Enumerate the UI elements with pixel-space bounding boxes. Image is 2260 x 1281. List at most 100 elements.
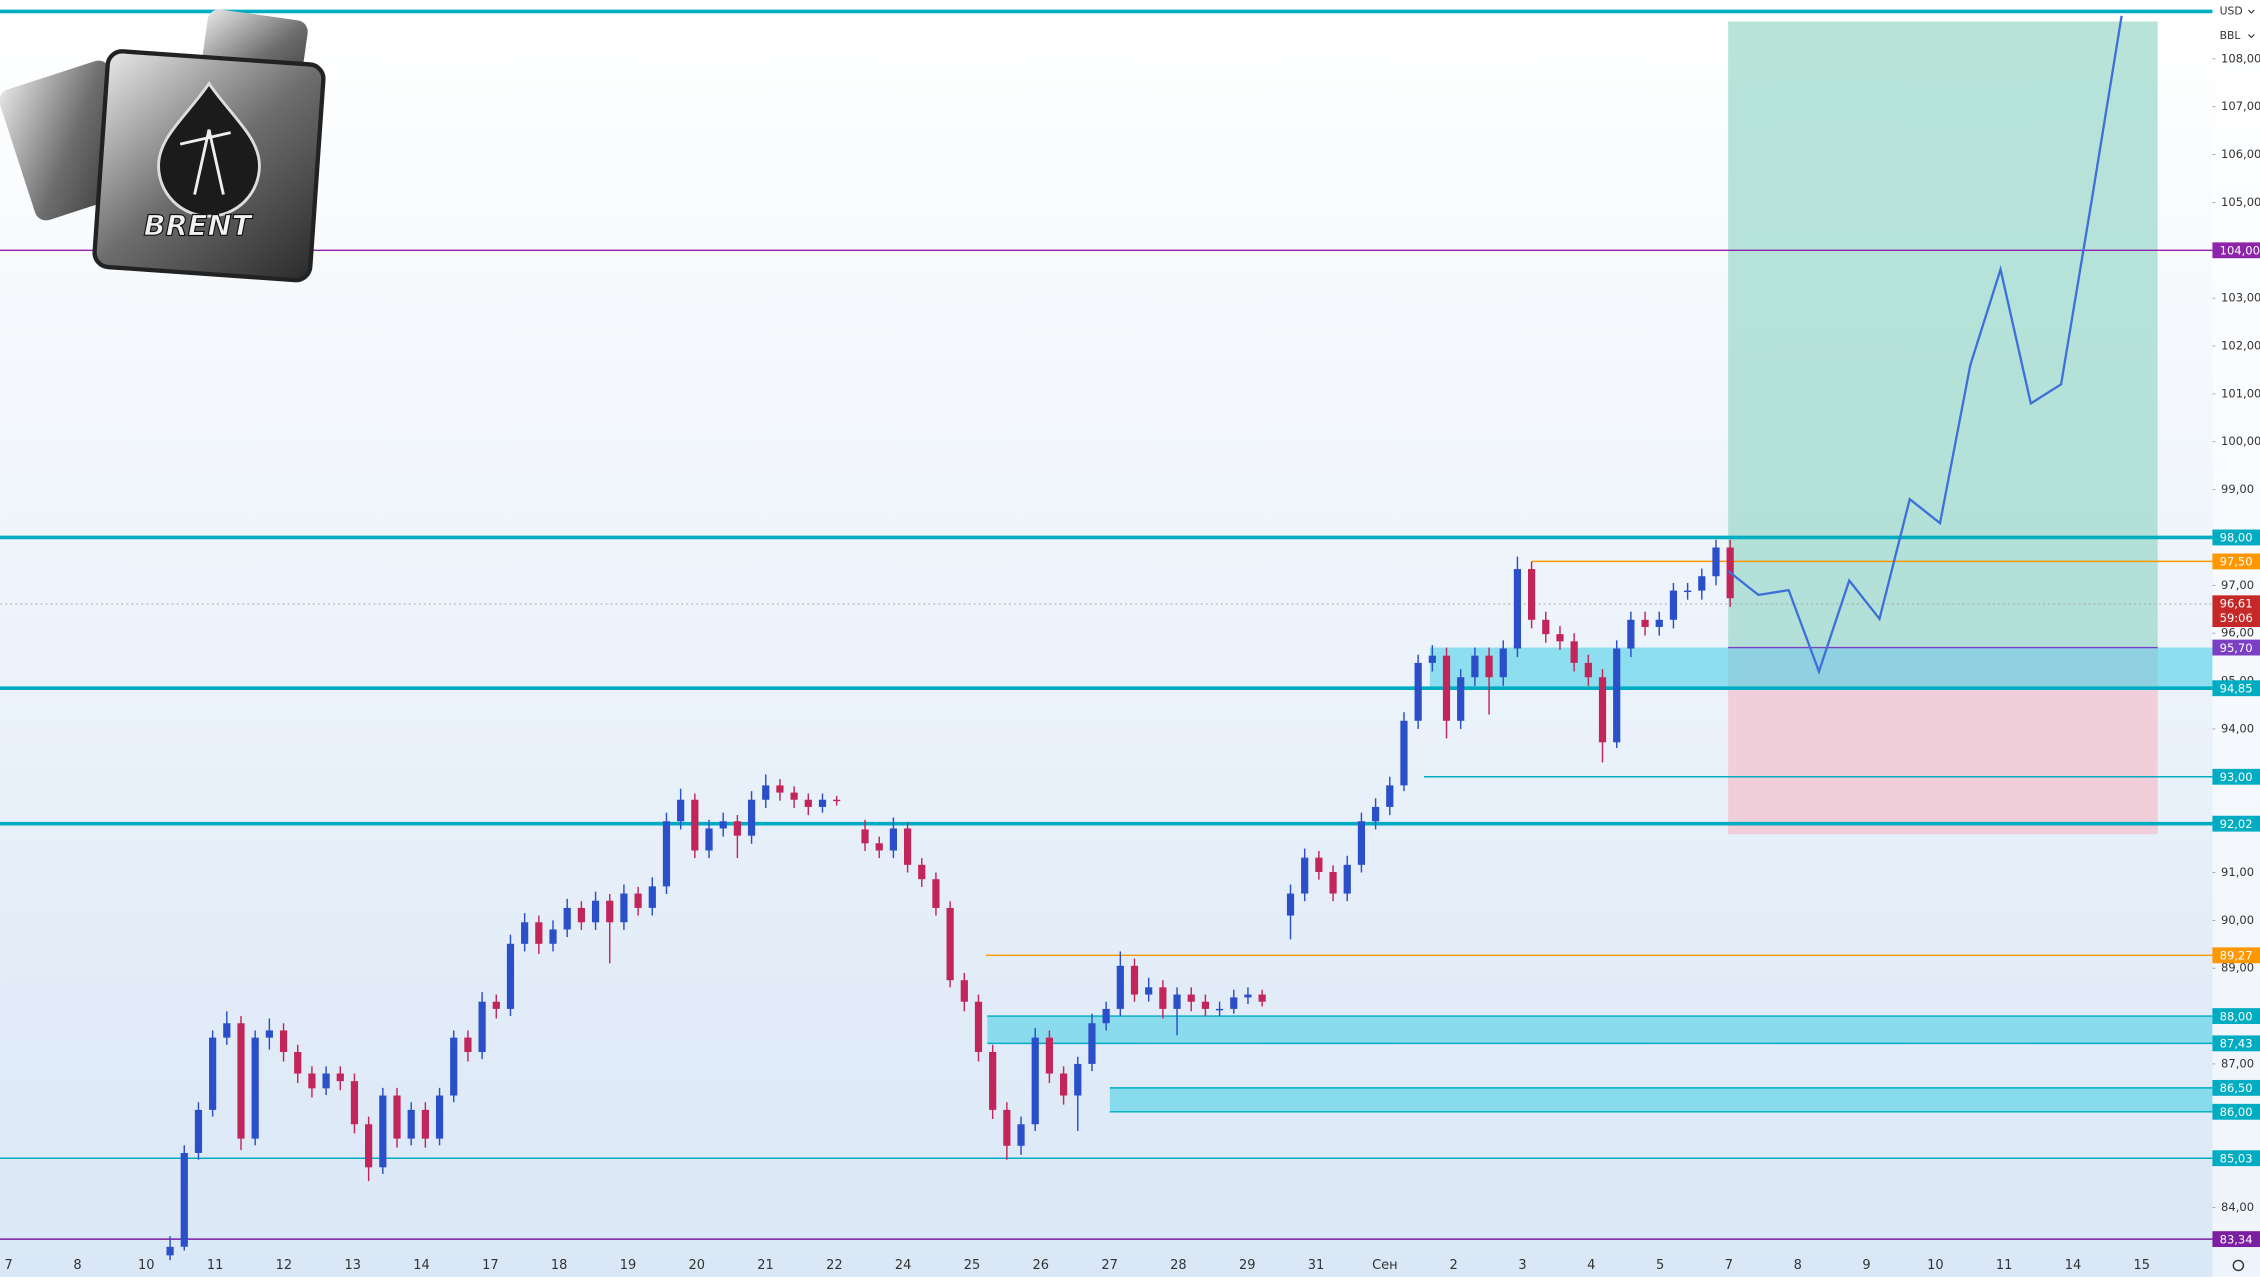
candle-body bbox=[478, 1001, 486, 1052]
price-badge bbox=[2212, 639, 2260, 656]
candle-body bbox=[1627, 619, 1635, 649]
candle-body bbox=[918, 864, 926, 880]
candle-body bbox=[265, 1030, 273, 1038]
x-tick-label: 26 bbox=[1033, 1258, 1050, 1273]
candle-body bbox=[804, 799, 812, 807]
candle-body bbox=[1315, 857, 1323, 873]
candle-body bbox=[435, 1095, 444, 1139]
price-badge bbox=[2212, 947, 2260, 964]
candle-body bbox=[1400, 720, 1408, 786]
candle-body bbox=[1173, 994, 1181, 1009]
candle-body bbox=[1230, 997, 1238, 1009]
settings-icon[interactable] bbox=[2232, 1259, 2245, 1272]
price-badge-label: 92,02 bbox=[2220, 817, 2253, 831]
x-tick-label: 20 bbox=[689, 1258, 706, 1273]
candle-body bbox=[1457, 677, 1465, 721]
price-badge bbox=[2212, 1008, 2260, 1025]
candle-body bbox=[1258, 994, 1266, 1002]
price-badge-label: 89,27 bbox=[2220, 949, 2253, 963]
y-tick-label: 99,00 bbox=[2221, 482, 2254, 496]
candle-body bbox=[350, 1081, 359, 1125]
candle-body bbox=[1499, 648, 1507, 678]
price-badge-label: 86,00 bbox=[2220, 1105, 2253, 1119]
candle-body bbox=[166, 1246, 174, 1256]
x-tick-label: 8 bbox=[73, 1258, 81, 1273]
zone bbox=[1109, 1087, 2213, 1112]
x-tick-label: 31 bbox=[1308, 1258, 1325, 1273]
y-tick-label: 108,00 bbox=[2221, 51, 2260, 65]
y-tick-label: 91,00 bbox=[2221, 865, 2254, 879]
candle-body bbox=[946, 907, 954, 981]
candle-body bbox=[1641, 619, 1649, 627]
candle-body bbox=[180, 1152, 188, 1247]
candle-body bbox=[1613, 648, 1621, 743]
y-tick-label: 89,00 bbox=[2221, 961, 2254, 975]
countdown: 59:06 bbox=[2220, 611, 2253, 625]
candle-body bbox=[279, 1030, 288, 1052]
candle-body bbox=[989, 1051, 997, 1110]
candle-body bbox=[790, 792, 798, 800]
price-badge-label: 88,00 bbox=[2220, 1009, 2253, 1023]
price-badge-label: 104,00 bbox=[2220, 244, 2260, 258]
y-tick-label: 94,00 bbox=[2221, 721, 2254, 735]
candle-body bbox=[1059, 1073, 1068, 1096]
candle-body bbox=[1485, 655, 1493, 678]
unit[interactable]: BBL bbox=[2220, 29, 2241, 42]
x-tick-label: 25 bbox=[964, 1258, 981, 1273]
candle-body bbox=[1301, 857, 1309, 894]
candle-body bbox=[1102, 1008, 1110, 1024]
x-tick-label: 19 bbox=[620, 1258, 637, 1273]
candle-body bbox=[1655, 619, 1663, 627]
y-tick-label: 96,00 bbox=[2221, 626, 2254, 640]
price-badge bbox=[2212, 680, 2260, 697]
candle-body bbox=[903, 828, 912, 865]
candle-body bbox=[1159, 987, 1167, 1009]
candle-body bbox=[818, 799, 827, 807]
y-tick-label: 105,00 bbox=[2221, 195, 2260, 209]
candle-body bbox=[1371, 806, 1380, 822]
candle-body bbox=[1684, 590, 1692, 593]
candle-body bbox=[1669, 590, 1678, 620]
candle-body bbox=[450, 1037, 458, 1096]
candle-body bbox=[223, 1023, 231, 1038]
x-tick-label: 3 bbox=[1518, 1258, 1526, 1273]
y-tick-label: 97,00 bbox=[2221, 578, 2254, 592]
candle-body bbox=[365, 1124, 373, 1168]
y-tick-label: 84,00 bbox=[2221, 1200, 2254, 1214]
x-tick-label: Сен bbox=[1372, 1258, 1398, 1273]
candle-body bbox=[563, 907, 571, 930]
candle-body bbox=[1712, 547, 1720, 577]
candle-body bbox=[1187, 994, 1195, 1002]
candle-body bbox=[1088, 1023, 1096, 1064]
x-tick-label: 12 bbox=[276, 1258, 293, 1273]
x-tick-label: 28 bbox=[1170, 1258, 1187, 1273]
candle-body bbox=[535, 922, 543, 944]
candle-body bbox=[960, 980, 968, 1002]
plot bbox=[0, 9, 2213, 1261]
candle-body bbox=[1045, 1037, 1054, 1074]
candle-body bbox=[521, 922, 529, 944]
x-tick-label: 5 bbox=[1656, 1258, 1664, 1273]
x-tick-label: 27 bbox=[1101, 1258, 1118, 1273]
candle-body bbox=[407, 1109, 415, 1139]
candle-body bbox=[1031, 1037, 1039, 1125]
candle-body bbox=[506, 943, 515, 1009]
price-badge-label: 94,85 bbox=[2220, 681, 2253, 695]
price-badge bbox=[2212, 1035, 2260, 1052]
x-tick-label: 9 bbox=[1862, 1258, 1870, 1273]
candle-body bbox=[294, 1051, 302, 1074]
price-badge-label: 97,50 bbox=[2220, 555, 2253, 569]
candle-body bbox=[691, 799, 699, 851]
candle-body bbox=[393, 1095, 401, 1139]
candle-body bbox=[1116, 965, 1124, 1009]
currency[interactable]: USD bbox=[2220, 5, 2243, 18]
y-tick-label: 87,00 bbox=[2221, 1056, 2254, 1070]
candle-body bbox=[237, 1023, 245, 1139]
candle-body bbox=[1584, 662, 1592, 678]
candle-body bbox=[833, 799, 841, 802]
candle-body bbox=[1201, 1001, 1210, 1009]
price-badge-label: 87,43 bbox=[2220, 1037, 2253, 1051]
candle-body bbox=[1528, 569, 1536, 620]
candle-body bbox=[1513, 569, 1522, 649]
candle-body bbox=[1357, 821, 1366, 865]
